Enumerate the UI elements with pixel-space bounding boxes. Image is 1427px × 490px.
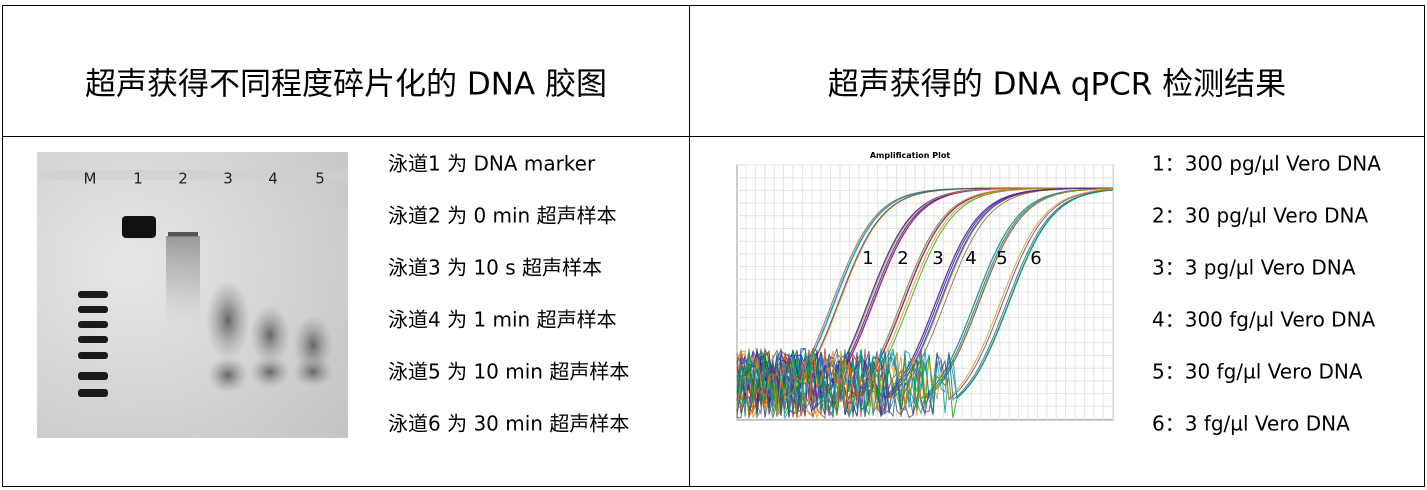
legend-item: 2：30 pg/µl Vero DNA <box>1152 204 1368 228</box>
legend-item: 5：30 fg/µl Vero DNA <box>1152 360 1363 384</box>
amp-curve <box>736 188 1114 420</box>
legend-item: 泳道5 为 10 min 超声样本 <box>388 360 629 384</box>
gel-image <box>37 152 348 438</box>
lane-label: 5 <box>315 170 325 188</box>
lane-label: 4 <box>268 170 278 188</box>
amp-curve <box>736 187 1113 418</box>
lane-label: 1 <box>133 170 143 188</box>
legend-item: 4：300 fg/µl Vero DNA <box>1152 308 1376 332</box>
legend-item: 1：300 pg/µl Vero DNA <box>1152 152 1381 176</box>
legend-item: 3：3 pg/µl Vero DNA <box>1152 256 1356 280</box>
plot-title: Amplification Plot <box>870 151 950 160</box>
curve-label: 1 <box>862 248 873 269</box>
amp-curve <box>736 189 1114 415</box>
legend-item: 泳道4 为 1 min 超声样本 <box>388 308 617 332</box>
header: 超声获得不同程度碎片化的 DNA 胶图 <box>85 67 607 103</box>
legend-item: 泳道3 为 10 s 超声样本 <box>388 256 602 280</box>
curve-label: 2 <box>897 248 908 269</box>
table-border <box>2 5 1425 487</box>
legend-item: 泳道6 为 30 min 超声样本 <box>388 412 629 436</box>
lane-label: 3 <box>223 170 233 188</box>
amp-curve <box>736 189 1114 419</box>
qpcr-plot <box>736 164 1114 421</box>
curve-label: 5 <box>996 248 1007 269</box>
legend-item: 泳道1 为 DNA marker <box>388 152 596 176</box>
curve-label: 3 <box>932 248 943 269</box>
curve-label: 6 <box>1030 248 1041 269</box>
curve-label: 4 <box>965 248 976 269</box>
legend-item: 泳道2 为 0 min 超声样本 <box>388 204 617 228</box>
header: 超声获得的 DNA qPCR 检测结果 <box>828 67 1286 103</box>
lane-label: 2 <box>178 170 188 188</box>
amp-curve <box>736 188 1114 420</box>
legend-item: 6：3 fg/µl Vero DNA <box>1152 412 1350 436</box>
lane-label: M <box>84 170 97 188</box>
